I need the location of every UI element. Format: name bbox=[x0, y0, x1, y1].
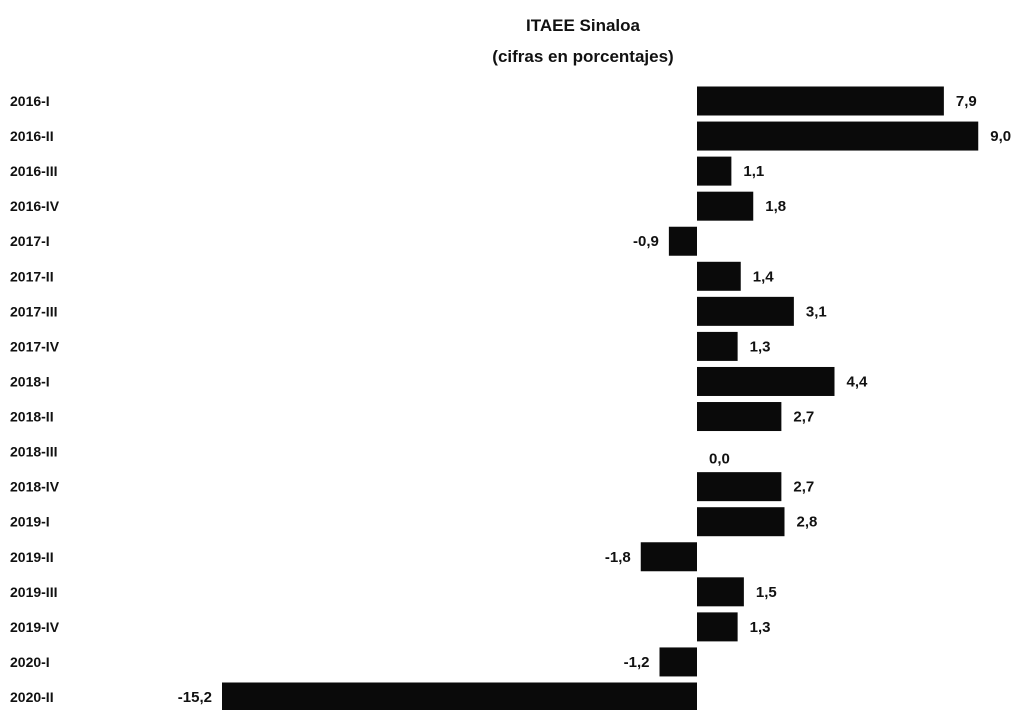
data-label: 1,1 bbox=[743, 163, 764, 180]
category-label: 2020-II bbox=[10, 689, 54, 705]
category-label: 2018-II bbox=[10, 409, 54, 425]
bar bbox=[697, 612, 738, 642]
category-label: 2018-III bbox=[10, 444, 57, 460]
category-label: 2016-I bbox=[10, 93, 50, 109]
bar bbox=[697, 86, 944, 116]
bar bbox=[659, 647, 697, 677]
data-label: 9,0 bbox=[990, 128, 1011, 145]
category-label: 2019-I bbox=[10, 514, 50, 530]
category-label: 2019-IV bbox=[10, 619, 60, 635]
data-label: 2,8 bbox=[797, 514, 818, 531]
category-label: 2019-II bbox=[10, 549, 54, 565]
data-label: 2,7 bbox=[793, 409, 814, 426]
data-label: 1,3 bbox=[750, 619, 771, 636]
data-label: 3,1 bbox=[806, 303, 827, 320]
bar bbox=[697, 261, 741, 291]
data-label: -1,8 bbox=[605, 549, 631, 566]
category-label: 2016-II bbox=[10, 128, 54, 144]
bar bbox=[697, 296, 794, 326]
category-label: 2017-IV bbox=[10, 338, 60, 354]
category-label: 2018-IV bbox=[10, 479, 60, 495]
bar bbox=[697, 507, 785, 537]
bar bbox=[697, 577, 744, 607]
data-label: 7,9 bbox=[956, 93, 977, 110]
bars bbox=[222, 86, 979, 710]
bar bbox=[697, 366, 835, 396]
chart-title: ITAEE Sinaloa bbox=[526, 16, 641, 35]
bar bbox=[697, 472, 782, 502]
category-label: 2017-III bbox=[10, 303, 57, 319]
data-label: -0,9 bbox=[633, 233, 659, 250]
data-label: 2,7 bbox=[793, 479, 814, 496]
data-label: 4,4 bbox=[847, 373, 869, 390]
data-label: -1,2 bbox=[624, 654, 650, 671]
category-label: 2018-I bbox=[10, 373, 50, 389]
data-label: 1,5 bbox=[756, 584, 777, 601]
data-label: 1,8 bbox=[765, 198, 786, 215]
category-label: 2016-III bbox=[10, 163, 57, 179]
data-label: -15,2 bbox=[178, 689, 212, 706]
category-labels: 2016-I 2016-II 2016-III 2016-IV 2017-I 2017-I… bbox=[10, 93, 60, 705]
category-label: 2020-I bbox=[10, 654, 50, 670]
bar bbox=[697, 156, 732, 186]
category-label: 2016-IV bbox=[10, 198, 60, 214]
data-label: 0,0 bbox=[709, 451, 730, 468]
value-labels: 7,9 9,0 1,1 1,8 -0,9 1,4 3,1 1,3 4,4 2,7 0,0 2,7 2,8… bbox=[178, 93, 1011, 706]
chart-subtitle: (cifras en porcentajes) bbox=[492, 47, 673, 66]
data-label: 1,3 bbox=[750, 338, 771, 355]
bar bbox=[697, 331, 738, 361]
bar bbox=[697, 191, 754, 221]
bar bbox=[697, 121, 979, 151]
category-label: 2017-II bbox=[10, 268, 54, 284]
bar bbox=[640, 542, 697, 572]
bar bbox=[697, 402, 782, 432]
bar bbox=[222, 682, 697, 710]
data-label: 1,4 bbox=[753, 268, 775, 285]
category-label: 2017-I bbox=[10, 233, 50, 249]
bar bbox=[668, 226, 697, 256]
category-label: 2019-III bbox=[10, 584, 57, 600]
